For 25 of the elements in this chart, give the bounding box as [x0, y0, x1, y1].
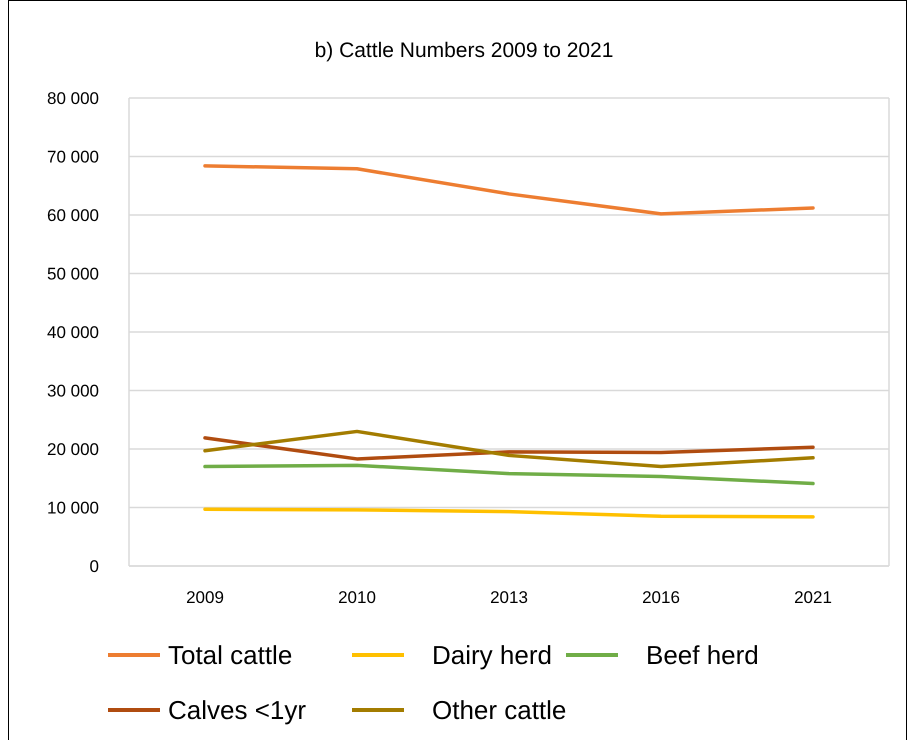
- line-series: [203, 508, 815, 519]
- y-tick-label: 80 000: [47, 88, 99, 108]
- y-tick-label: 30 000: [47, 381, 99, 400]
- y-tick-label: 60 000: [47, 206, 99, 225]
- line-series: [203, 164, 815, 216]
- x-tick-label: 2021: [794, 588, 832, 607]
- legend-label: Dairy herd: [432, 640, 552, 670]
- x-tick-label: 2016: [642, 588, 680, 607]
- x-tick-label: 2010: [338, 588, 376, 607]
- y-tick-label: 40 000: [47, 322, 99, 342]
- y-tick-label: 50 000: [47, 264, 99, 284]
- y-tick-label: 70 000: [47, 147, 99, 166]
- legend-label: Calves <1yr: [168, 695, 306, 726]
- legend-label: Total cattle: [168, 640, 292, 670]
- legend-label: Beef herd: [646, 640, 759, 670]
- y-tick-label: 10 000: [47, 498, 99, 518]
- y-tick-label: 0: [90, 556, 99, 576]
- line-series: [203, 436, 815, 461]
- line-series: [203, 464, 815, 486]
- legend-label: Other cattle: [432, 695, 566, 726]
- x-tick-label: 2009: [186, 588, 224, 607]
- y-tick-label: 20 000: [47, 440, 99, 459]
- x-tick-label: 2013: [490, 588, 528, 607]
- line-series: [203, 430, 815, 468]
- chart-title: b) Cattle Numbers 2009 to 2021: [314, 39, 614, 62]
